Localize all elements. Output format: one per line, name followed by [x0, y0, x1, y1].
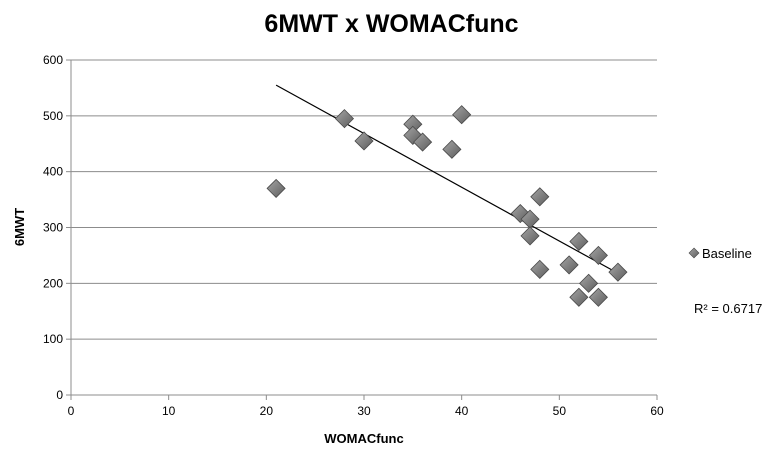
data-point — [520, 226, 540, 246]
tick-labels: 0 100 200 300 400 500 600 0 10 20 30 40 50 60 — [43, 53, 664, 418]
chart-title: 6MWT x WOMACfunc — [264, 10, 519, 38]
data-point — [569, 287, 589, 307]
y-tick-label: 300 — [43, 221, 63, 235]
legend-marker-baseline — [688, 247, 700, 259]
data-point — [266, 178, 286, 198]
x-tick-label: 20 — [260, 404, 274, 418]
data-point — [608, 262, 628, 282]
data-point — [354, 131, 374, 151]
data-point — [579, 273, 599, 293]
y-tick-label: 400 — [43, 165, 63, 179]
y-tick-label: 0 — [56, 388, 63, 402]
data-point — [334, 109, 355, 129]
data-point — [559, 255, 579, 275]
y-tick-label: 600 — [43, 53, 63, 67]
data-point — [588, 245, 608, 265]
trendline — [275, 84, 619, 274]
data-point — [442, 139, 462, 159]
x-tick-label: 40 — [455, 404, 469, 418]
x-tick-label: 0 — [68, 404, 75, 418]
data-point — [569, 231, 589, 252]
x-tick-label: 50 — [553, 404, 567, 418]
x-tick-label: 10 — [162, 404, 176, 418]
y-tick-label: 200 — [43, 276, 63, 290]
data-point — [588, 287, 608, 307]
data-point — [413, 132, 433, 152]
data-points — [266, 105, 628, 307]
x-tick-label: 30 — [357, 404, 371, 418]
data-point — [530, 259, 550, 279]
x-tick-label: 60 — [650, 404, 664, 418]
x-axis-title: WOMACfunc — [324, 431, 403, 446]
legend-label-baseline: Baseline — [702, 246, 752, 261]
legend: Baseline — [688, 246, 752, 261]
grid-lines — [71, 59, 657, 340]
linear-trendline — [275, 84, 619, 274]
data-point — [530, 187, 550, 207]
data-point — [452, 105, 472, 125]
r-squared-label: R² = 0.6717 — [694, 301, 762, 316]
y-tick-label: 500 — [43, 109, 63, 123]
axes — [66, 59, 658, 400]
y-axis-title: 6MWT — [12, 208, 27, 246]
y-tick-label: 100 — [43, 332, 63, 346]
